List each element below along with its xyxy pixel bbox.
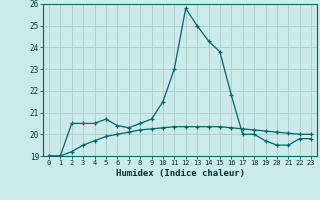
X-axis label: Humidex (Indice chaleur): Humidex (Indice chaleur) [116, 169, 244, 178]
